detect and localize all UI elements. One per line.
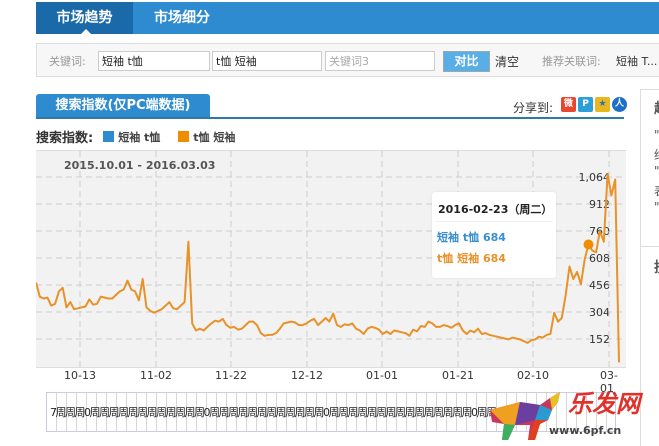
right-panel-line-3: " [654,164,659,178]
svg-text:608: 608 [589,252,610,265]
keyword-input-1[interactable] [98,51,210,71]
keyword-label: 关键词: [49,55,86,68]
renren-icon[interactable]: 人 [612,97,627,112]
legend-swatch-blue [103,131,115,142]
x-tick-label: 12-12 [291,369,323,382]
share-icons: 微 P ★ 人 [561,97,627,112]
keyword-bar: 关键词: 对比 清空 推荐关联词: 短袖 T... [36,43,659,77]
tooltip-row-2: t恤 短袖 684 [437,250,506,266]
compare-button[interactable]: 对比 [443,51,490,72]
right-panel-line-5: " [654,200,659,214]
svg-text:152: 152 [589,333,610,346]
recommend-keyword-link[interactable]: 短袖 T... [616,55,658,68]
top-nav: 市场趋势 市场细分 [36,2,659,35]
tooltip-row-1: 短袖 t恤 684 [437,229,506,245]
navigator-labels: 7周周周0周周周周周周周周周周周周0周周周周周周周周周周周周0周周周周周周周周周… [50,406,512,419]
right-panel-line-2: 绐 [654,146,659,163]
active-tab-caret [80,29,92,35]
x-tick-label: 01-21 [442,369,474,382]
recommend-label: 推荐关联词: [542,55,601,68]
tooltip-row-2-label: t恤 短袖 [437,252,480,265]
tooltip-divider [436,221,552,222]
right-panel-title: 趋 [654,98,659,118]
right-panel-line-1: " [654,128,659,142]
watermark-url: www.6pf.cn [549,424,622,437]
keyword-input-2[interactable] [212,51,322,71]
right-side-panel: 趋 " 绐 " 表 " [640,89,659,249]
tooltip-row-2-value: 684 [482,252,506,265]
legend-swatch-orange [178,131,190,142]
watermark-title: 乐发网 [568,389,640,418]
x-tick-label: 11-22 [215,369,247,382]
x-axis-labels: 10-13 11-02 11-22 12-12 01-01 01-21 02-10 03-01 [36,369,626,395]
svg-text:1,064: 1,064 [579,171,611,184]
legend-item-1[interactable]: 短袖 t恤 [118,130,161,144]
svg-text:456: 456 [589,279,610,292]
tab-market-trend[interactable]: 市场趋势 [36,2,133,34]
tooltip-row-1-label: 短袖 t恤 [437,231,480,244]
share-label: 分享到: [513,101,554,115]
chart-tooltip: 2016-02-23（周二） 短袖 t恤 684 t恤 短袖 684 [432,192,556,278]
x-tick-label: 02-10 [517,369,549,382]
clear-link[interactable]: 清空 [495,55,520,69]
search-index-chart[interactable]: 152 304 456 608 760 912 1,064 2015.10.01 - 201… [36,150,626,369]
x-tick-label: 10-13 [64,369,96,382]
chart-legend: 搜索指数: 短袖 t恤 t恤 短袖 [36,127,236,147]
x-tick-label: 03-01 [600,369,618,395]
watermark-logo: 乐发网 www.6pf.cn [480,380,659,445]
weibo-icon[interactable]: 微 [561,97,576,112]
tooltip-row-1-value: 684 [482,231,506,244]
svg-text:304: 304 [589,306,610,319]
right-side-panel-2: 搜 [640,246,659,446]
legend-title: 搜索指数: [36,131,94,146]
right-panel-2-title: 搜 [654,257,659,277]
tab-search-index[interactable]: 搜索指数(仅PC端数据) [36,94,210,118]
tooltip-date: 2016-02-23（周二） [438,203,553,216]
tab-market-segment[interactable]: 市场细分 [154,10,210,26]
bull-logo-icon [490,392,560,440]
section-divider [36,117,624,119]
legend-item-2[interactable]: t恤 短袖 [193,130,236,144]
x-tick-label: 01-01 [366,369,398,382]
keyword-input-3[interactable] [325,51,435,71]
pengyou-icon[interactable]: P [578,97,593,112]
x-tick-label: 11-02 [140,369,172,382]
qzone-icon[interactable]: ★ [595,97,610,112]
date-range: 2015.10.01 - 2016.03.03 [64,159,216,172]
right-panel-line-4: 表 [654,182,659,199]
